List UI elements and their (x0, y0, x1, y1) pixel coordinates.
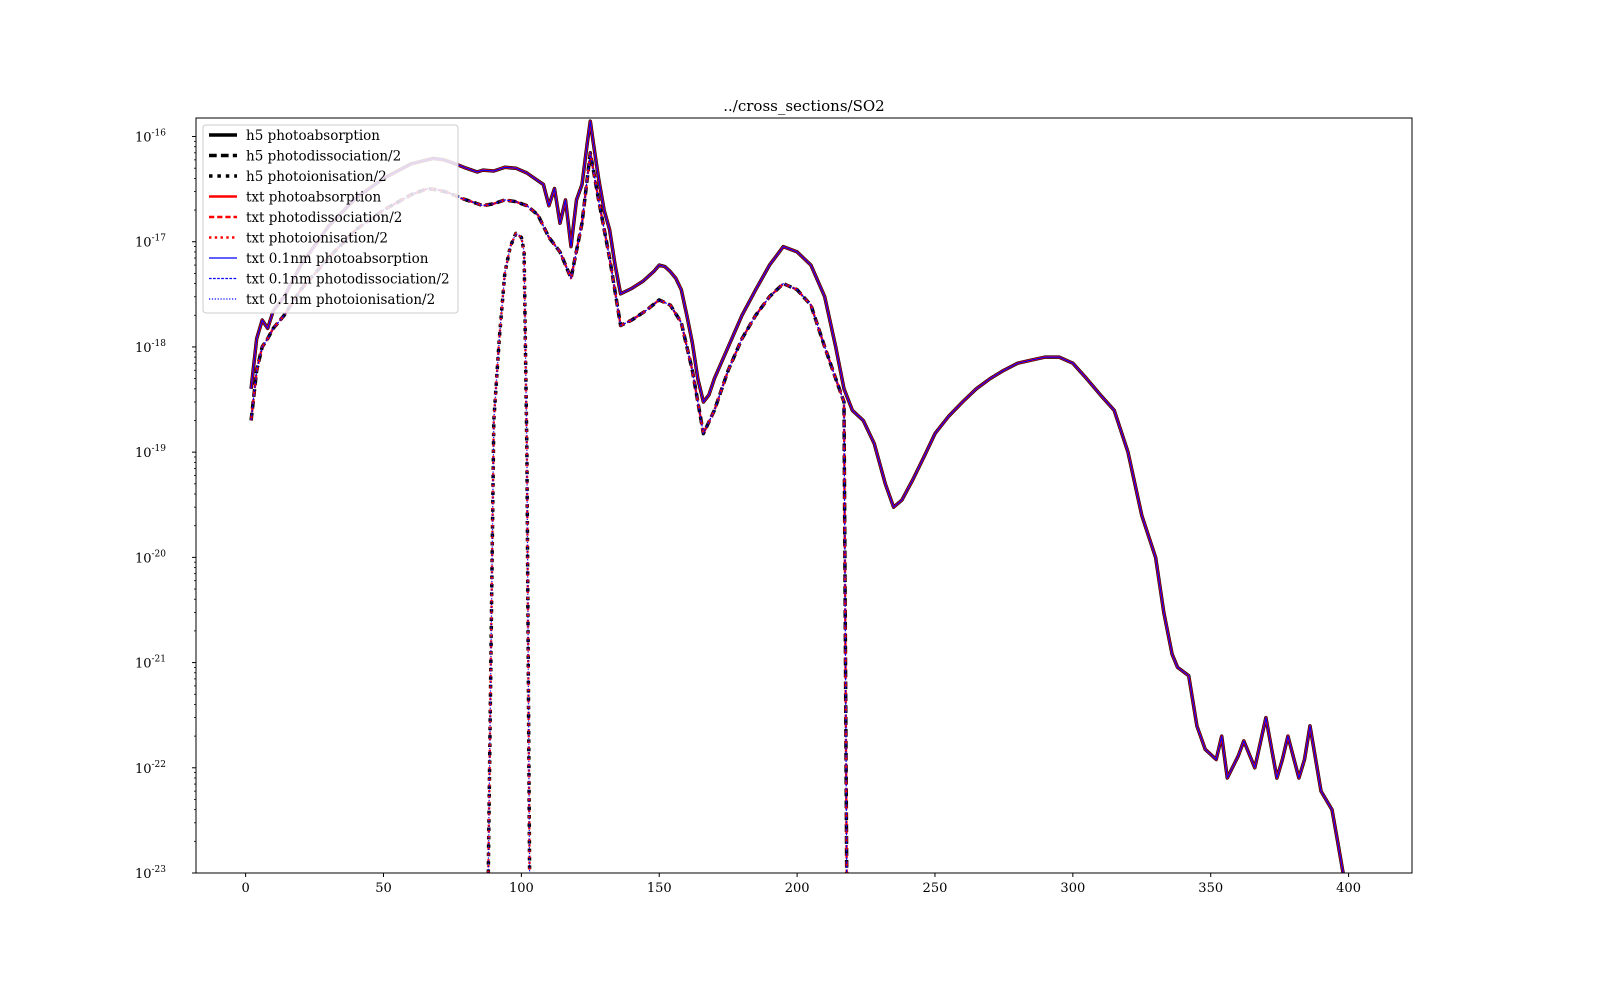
y-tick-label: 10-21 (135, 655, 166, 672)
y-tick-label: 10-20 (135, 549, 166, 566)
legend-label: h5 photoionisation/2 (246, 169, 387, 185)
y-tick-exponent: -22 (152, 760, 167, 770)
y-tick-label: 10-18 (135, 339, 166, 356)
x-tick-label: 100 (509, 881, 534, 896)
y-tick-exponent: -16 (152, 129, 167, 139)
y-tick-label: 10-16 (135, 129, 166, 146)
plot-frame (195, 117, 1413, 874)
legend-box (202, 124, 459, 314)
x-tick-label: 200 (785, 881, 810, 896)
y-tick-label: 10-22 (135, 760, 166, 777)
y-tick-exponent: -20 (152, 549, 167, 559)
x-tick-label: 150 (647, 881, 672, 896)
y-tick-label: 10-19 (135, 444, 166, 461)
y-axis: 10-16 10-17 10-18 10-19 10-20 10-21 10-22 10-23 (135, 129, 196, 882)
x-tick-label: 250 (923, 881, 948, 896)
legend-label: txt photoabsorption (246, 190, 381, 206)
series-line-txt-0.1nm-photoabsorption (250, 120, 1344, 873)
legend-label: txt 0.1nm photoabsorption (246, 251, 429, 267)
series-line-txt-0.1nm-photoionisation (487, 232, 531, 873)
y-tick-exponent: -19 (152, 444, 167, 454)
legend-label: h5 photodissociation/2 (246, 149, 401, 165)
x-tick-label: 300 (1060, 881, 1085, 896)
y-tick-exponent: -17 (152, 234, 167, 244)
legend-label: txt photodissociation/2 (246, 210, 402, 226)
legend: h5 photoabsorption h5 photodissociation/2… (202, 124, 459, 314)
y-tick-exponent: -21 (152, 655, 167, 665)
legend-label: h5 photoabsorption (246, 128, 380, 144)
x-tick-label: 0 (241, 881, 249, 896)
legend-label: txt photoionisation/2 (246, 231, 388, 247)
y-tick-label: 10-23 (135, 865, 166, 882)
y-tick-label: 10-17 (135, 234, 166, 251)
y-tick-exponent: -23 (152, 865, 167, 875)
x-tick-label: 400 (1336, 881, 1361, 896)
chart-title: ../cross_sections/SO2 (723, 97, 884, 115)
x-tick-label: 350 (1198, 881, 1223, 896)
series-line-txt-photoionisation (487, 232, 531, 873)
y-tick-exponent: -18 (152, 339, 167, 349)
x-tick-label: 50 (375, 881, 392, 896)
series-line-h5-photoionisation (486, 231, 532, 873)
x-axis: 0 50 100 150 200 250 300 350 400 (241, 873, 1361, 896)
legend-label: txt 0.1nm photodissociation/2 (246, 272, 450, 288)
legend-label: txt 0.1nm photoionisation/2 (246, 292, 435, 308)
